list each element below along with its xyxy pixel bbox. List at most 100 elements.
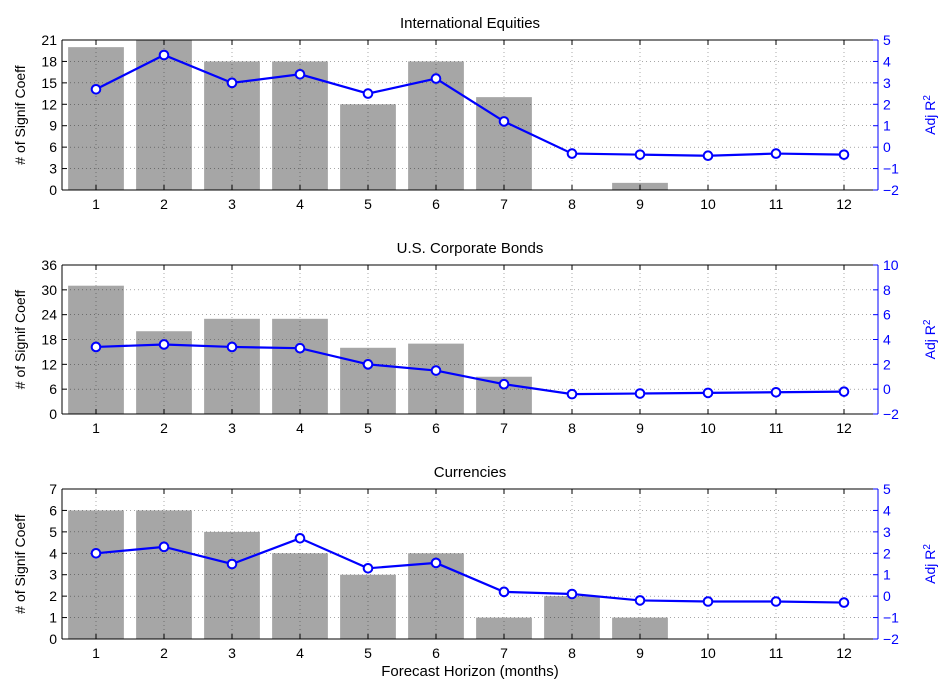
- adj-r2-point-4: [294, 342, 306, 354]
- x-tick-label: 10: [700, 420, 716, 436]
- adj-r2-point-6: [430, 365, 442, 376]
- y2-axis-label: Adj R2: [922, 319, 939, 359]
- y2-tick-label: 2: [883, 545, 891, 561]
- adj-r2-point-8: [566, 148, 578, 159]
- y-tick-label: 0: [49, 182, 57, 198]
- bar-7: [476, 617, 532, 639]
- y-tick-label: 6: [49, 139, 57, 155]
- y2-tick-label: 4: [883, 53, 891, 69]
- y-tick-label: 6: [49, 381, 57, 397]
- chart-title: International Equities: [400, 15, 540, 32]
- chart-title: Currencies: [434, 464, 507, 481]
- y2-tick-label: −1: [883, 610, 899, 626]
- y-axis-label: # of Signif Coeff: [12, 65, 28, 164]
- x-tick-label: 9: [636, 420, 644, 436]
- adj-r2-point-4: [294, 68, 306, 80]
- chart-panels: International Equities036912151821−2−101…: [12, 15, 938, 661]
- adj-r2-point-2: [158, 541, 170, 553]
- x-tick-label: 5: [364, 196, 372, 212]
- x-tick-label: 4: [296, 645, 304, 661]
- bar-6: [408, 343, 464, 414]
- bar-5: [340, 104, 396, 190]
- x-tick-label: 6: [432, 420, 440, 436]
- y-tick-label: 30: [41, 282, 57, 298]
- y-tick-label: 5: [49, 524, 57, 540]
- y2-tick-label: 0: [883, 139, 891, 155]
- x-tick-label: 2: [160, 645, 168, 661]
- x-tick-label: 2: [160, 420, 168, 436]
- y-tick-label: 3: [49, 161, 57, 177]
- adj-r2-point-8: [566, 388, 578, 400]
- x-tick-label: 9: [636, 645, 644, 661]
- y-axis-label: # of Signif Coeff: [12, 290, 28, 389]
- x-tick-label: 4: [296, 420, 304, 436]
- y2-tick-label: 4: [883, 332, 891, 348]
- adj-r2-point-7: [498, 378, 510, 390]
- x-tick-label: 4: [296, 196, 304, 212]
- adj-r2-point-1: [90, 547, 102, 559]
- y-tick-label: 4: [49, 545, 57, 561]
- y-tick-label: 12: [41, 96, 57, 112]
- x-tick-label: 3: [228, 645, 236, 661]
- bar-1: [68, 47, 124, 191]
- bar-4: [272, 553, 328, 639]
- y-axis-label: # of Signif Coeff: [12, 514, 28, 613]
- adj-r2-point-10: [702, 387, 714, 399]
- adj-r2-point-8: [566, 588, 578, 600]
- adj-r2-point-12: [838, 386, 850, 397]
- adj-r2-point-11: [770, 148, 782, 159]
- x-tick-label: 12: [836, 645, 852, 661]
- y2-tick-label: 2: [883, 96, 891, 112]
- adj-r2-point-6: [430, 73, 442, 84]
- y-tick-label: 6: [49, 502, 57, 518]
- adj-r2-point-1: [90, 83, 102, 95]
- adj-r2-point-10: [702, 150, 714, 162]
- adj-r2-point-12: [838, 149, 850, 160]
- y-tick-label: 24: [41, 307, 57, 323]
- chart-panel-1: International Equities036912151821−2−101…: [12, 15, 938, 212]
- y-tick-label: 15: [41, 75, 57, 91]
- x-tick-label: 11: [769, 645, 784, 661]
- adj-r2-point-12: [838, 597, 850, 608]
- y2-tick-label: −2: [883, 631, 899, 647]
- y2-axis-label: Adj R2: [922, 95, 939, 135]
- chart-title: U.S. Corporate Bonds: [397, 240, 544, 257]
- y-tick-label: 0: [49, 406, 57, 422]
- x-tick-label: 12: [836, 420, 852, 436]
- y-tick-label: 18: [41, 53, 57, 69]
- x-tick-label: 1: [92, 196, 100, 212]
- x-tick-label: 6: [432, 196, 440, 212]
- x-tick-label: 2: [160, 196, 168, 212]
- adj-r2-point-7: [498, 586, 510, 598]
- y-tick-label: 21: [41, 32, 57, 48]
- x-tick-label: 9: [636, 196, 644, 212]
- y2-axis-label-superscript: 2: [922, 319, 933, 325]
- y2-tick-label: 10: [883, 257, 899, 273]
- y2-tick-label: 0: [883, 381, 891, 397]
- adj-r2-point-7: [498, 116, 510, 127]
- y2-tick-label: 1: [883, 567, 891, 583]
- y-tick-label: 9: [49, 118, 57, 134]
- x-tick-label: 8: [568, 420, 576, 436]
- x-tick-label: 7: [500, 196, 508, 212]
- adj-r2-point-9: [634, 149, 646, 160]
- adj-r2-point-2: [158, 49, 170, 61]
- y2-axis-label-superscript: 2: [922, 95, 933, 101]
- adj-r2-point-3: [226, 77, 238, 89]
- x-tick-label: 3: [228, 420, 236, 436]
- adj-r2-line: [95, 343, 845, 396]
- x-tick-label: 7: [500, 420, 508, 436]
- y2-tick-label: 4: [883, 502, 891, 518]
- x-tick-label: 11: [769, 420, 784, 436]
- adj-r2-point-9: [634, 388, 646, 399]
- y-tick-label: 1: [49, 610, 57, 626]
- x-tick-label: 6: [432, 645, 440, 661]
- adj-r2-line: [95, 53, 845, 157]
- adj-r2-point-3: [226, 341, 238, 353]
- x-axis-label: Forecast Horizon (months): [381, 663, 559, 680]
- x-tick-label: 8: [568, 196, 576, 212]
- adj-r2-point-2: [158, 339, 170, 350]
- y-tick-label: 7: [49, 481, 57, 497]
- adj-r2-point-5: [362, 359, 374, 370]
